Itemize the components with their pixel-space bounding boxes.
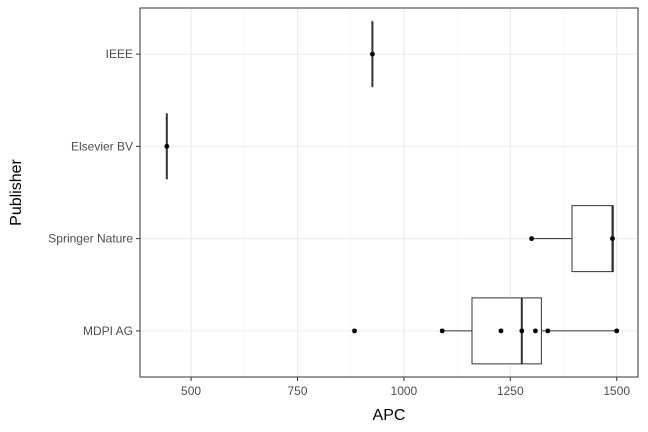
data-point [545,328,551,334]
y-tick-label: Springer Nature [48,232,133,246]
x-tick-label: 500 [181,384,201,398]
x-tick-label: 1000 [391,384,418,398]
data-point [370,51,375,57]
box-springer-nature [531,205,614,273]
data-point [498,328,504,334]
data-points [164,51,620,334]
x-axis-title: APC [373,407,406,424]
data-point [519,328,525,334]
data-point [610,236,615,242]
x-tick-label: 1500 [603,384,630,398]
x-tick-label: 750 [287,384,307,398]
y-axis-title: Publisher [8,158,25,225]
data-point [352,328,357,334]
box-iqr [471,297,542,365]
grid-lines [140,8,638,377]
data-point [529,236,534,242]
box-iqr [571,205,614,273]
data-point [164,143,170,149]
x-axis: 500 750 1000 1250 1500 [181,377,630,398]
data-point [439,328,445,334]
data-point [533,328,538,334]
panel-border [139,7,639,378]
panel-background [140,8,638,377]
y-tick-label: Elsevier BV [71,139,133,153]
y-tick-label: IEEE [106,47,133,61]
y-tick-label: MDPI AG [83,324,133,338]
x-tick-label: 1250 [497,384,524,398]
y-axis: MDPI AG Springer Nature Elsevier BV IEEE [48,47,140,338]
data-point [614,328,620,334]
